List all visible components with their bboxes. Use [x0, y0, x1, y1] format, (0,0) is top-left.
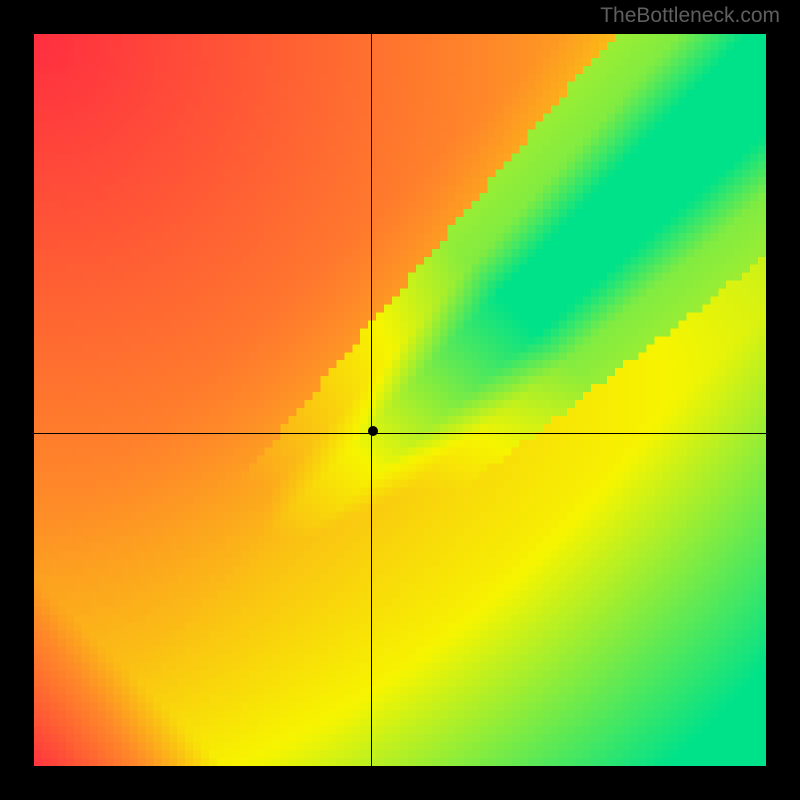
crosshair-horizontal — [34, 433, 766, 434]
crosshair-marker-dot — [368, 426, 378, 436]
watermark-text: TheBottleneck.com — [600, 4, 780, 28]
crosshair-vertical — [371, 34, 372, 766]
heatmap-canvas — [34, 34, 766, 766]
heatmap-plot — [34, 34, 766, 766]
